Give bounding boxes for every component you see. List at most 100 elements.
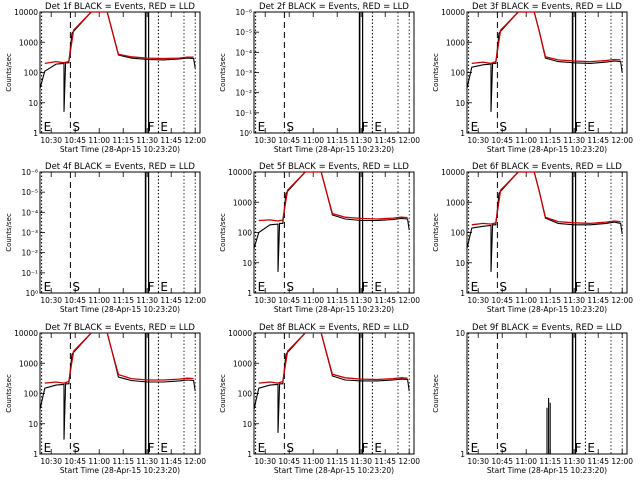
panel-title: Det 1f BLACK = Events, RED = LLD (45, 2, 195, 12)
x-tick-label: 11:00 (515, 296, 537, 305)
series-lld (44, 333, 194, 384)
y-tick-label: 1000 (19, 38, 38, 47)
x-axis-label: Start Time (28-Apr-15 10:23:20) (60, 305, 180, 314)
x-tick-label: 12:00 (184, 296, 206, 305)
marker-label: E (587, 280, 595, 294)
series-events (40, 333, 196, 440)
y-tick-label: 10 (455, 329, 465, 338)
x-tick-label: 10:30 (254, 296, 276, 305)
y-tick-label: 1 (33, 129, 38, 138)
series-events (40, 12, 196, 112)
x-axis-label: Start Time (28-Apr-15 10:23:20) (487, 145, 607, 154)
x-tick-label: 11:30 (350, 136, 372, 145)
x-tick-label: 11:00 (88, 457, 110, 466)
y-tick-label: 10⁻² (21, 249, 38, 258)
y-tick-label: 1000 (233, 359, 252, 368)
series-lld (471, 12, 621, 65)
marker-label: E (258, 120, 266, 134)
y-tick-label: 10 (455, 99, 465, 108)
x-tick-label: 10:30 (40, 136, 62, 145)
y-tick-label: 10000 (228, 329, 252, 338)
y-tick-label: 10⁻³ (21, 229, 38, 238)
x-axis-label: Start Time (28-Apr-15 10:23:20) (487, 466, 607, 475)
x-tick-label: 10:45 (64, 136, 86, 145)
x-tick-label: 10:45 (491, 136, 513, 145)
panel-1: Det 1f BLACK = Events, RED = LLD 10:30 10:… (5, 2, 206, 154)
y-tick-label: 100 (451, 229, 466, 238)
x-axis-label: Start Time (28-Apr-15 10:23:20) (60, 145, 180, 154)
x-tick-label: 11:30 (136, 296, 158, 305)
x-axis-label: Start Time (28-Apr-15 10:23:20) (487, 305, 607, 314)
marker-label: F (148, 280, 155, 294)
x-tick-label: 11:45 (160, 136, 182, 145)
y-tick-label: 10⁻⁵ (21, 188, 38, 197)
marker-label: E (44, 280, 52, 294)
y-tick-label: 1 (460, 450, 465, 459)
series-events (467, 172, 623, 272)
marker-label: E (374, 280, 382, 294)
x-tick-label: 11:15 (539, 296, 561, 305)
marker-label: E (258, 441, 266, 455)
x-tick-label: 10:30 (40, 296, 62, 305)
x-tick-label: 11:15 (539, 136, 561, 145)
x-tick-label: 11:15 (112, 296, 134, 305)
x-tick-label: 11:00 (515, 136, 537, 145)
marker-label: E (44, 120, 52, 134)
x-tick-label: 12:00 (184, 136, 206, 145)
x-tick-label: 12:00 (611, 136, 633, 145)
panel-3: Det 3f BLACK = Events, RED = LLD 10:30 10:… (432, 2, 633, 154)
marker-label: E (374, 441, 382, 455)
panel-title: Det 7f BLACK = Events, RED = LLD (45, 323, 195, 333)
y-axis-label: Counts/sec (219, 213, 227, 252)
y-axis-label: Counts/sec (432, 374, 440, 413)
x-tick-label: 10:45 (491, 457, 513, 466)
y-axis-label: Counts/sec (432, 213, 440, 252)
x-tick-label: 10:30 (254, 457, 276, 466)
x-tick-label: 11:00 (88, 296, 110, 305)
x-tick-label: 11:45 (587, 136, 609, 145)
y-tick-label: 10⁻⁴ (21, 208, 38, 217)
y-tick-label: 1 (460, 289, 465, 298)
marker-label: E (44, 441, 52, 455)
panel-title: Det 6f BLACK = Events, RED = LLD (472, 162, 622, 172)
y-tick-label: 10 (242, 420, 252, 429)
marker-label: F (575, 441, 582, 455)
series-lld (258, 333, 408, 384)
panel-title: Det 9f BLACK = Events, RED = LLD (472, 323, 622, 333)
x-tick-label: 10:30 (254, 136, 276, 145)
x-axis-label: Start Time (28-Apr-15 10:23:20) (274, 466, 394, 475)
y-axis-label: Counts/sec (219, 374, 227, 413)
plot-frame (39, 171, 201, 294)
x-tick-label: 11:30 (563, 136, 585, 145)
marker-label: S (72, 280, 80, 294)
panel-6: Det 6f BLACK = Events, RED = LLD 10:30 10:… (432, 162, 633, 314)
y-tick-label: 10 (28, 420, 38, 429)
panel-9: Det 9f BLACK = Events, RED = LLD 10:30 10:… (432, 323, 633, 475)
y-tick-label: 10⁻² (235, 89, 252, 98)
x-tick-label: 11:15 (112, 457, 134, 466)
marker-label: E (160, 120, 168, 134)
marker-label: S (499, 280, 507, 294)
y-tick-label: 1 (33, 450, 38, 459)
y-axis-label: Counts/sec (219, 53, 227, 92)
x-tick-label: 12:00 (398, 457, 420, 466)
y-tick-label: 10⁻⁵ (235, 28, 252, 37)
x-tick-label: 11:45 (374, 457, 396, 466)
y-tick-label: 100 (451, 69, 466, 78)
marker-label: S (72, 441, 80, 455)
marker-label: E (471, 280, 479, 294)
y-tick-label: 10 (242, 259, 252, 268)
y-tick-label: 1 (460, 129, 465, 138)
x-tick-label: 11:15 (326, 296, 348, 305)
y-tick-label: 1 (247, 450, 252, 459)
marker-label: S (499, 441, 507, 455)
panel-8: Det 8f BLACK = Events, RED = LLD 10:30 10:… (219, 323, 420, 475)
x-tick-label: 11:45 (160, 296, 182, 305)
x-tick-label: 11:15 (539, 457, 561, 466)
x-tick-label: 10:45 (491, 296, 513, 305)
y-tick-label: 1000 (446, 198, 465, 207)
x-tick-label: 11:00 (515, 457, 537, 466)
panel-2: Det 2f BLACK = Events, RED = LLD 10:30 10:… (219, 2, 420, 154)
panel-title: Det 3f BLACK = Events, RED = LLD (472, 2, 622, 12)
